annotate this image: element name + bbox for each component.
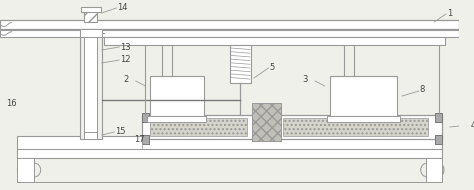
Bar — [143, 115, 442, 139]
Bar — [150, 118, 247, 136]
Bar — [327, 116, 401, 122]
Bar — [143, 113, 149, 122]
Bar — [81, 29, 102, 37]
Text: 3: 3 — [302, 74, 308, 83]
Bar — [84, 29, 97, 139]
Text: 8: 8 — [419, 86, 425, 94]
Text: 5: 5 — [269, 63, 275, 71]
Bar — [84, 132, 97, 139]
Bar — [150, 76, 203, 116]
Text: 4: 4 — [471, 120, 474, 130]
Text: 14: 14 — [117, 3, 128, 13]
Bar — [18, 136, 442, 149]
Bar — [82, 7, 101, 12]
Bar — [81, 29, 102, 139]
Text: 2: 2 — [123, 74, 128, 83]
Text: 12: 12 — [120, 55, 131, 64]
Text: 15: 15 — [115, 127, 126, 136]
Bar — [230, 45, 251, 83]
Bar — [84, 10, 97, 22]
Bar — [435, 113, 442, 122]
Bar — [252, 103, 281, 141]
Text: 17: 17 — [134, 135, 145, 145]
Text: 16: 16 — [6, 98, 17, 108]
Bar — [0, 30, 459, 37]
Text: 1: 1 — [447, 9, 452, 17]
Bar — [426, 158, 442, 182]
Bar — [143, 135, 149, 144]
Bar — [0, 20, 459, 29]
Bar — [18, 148, 442, 158]
Bar — [329, 76, 397, 116]
Bar — [104, 37, 445, 45]
Bar — [147, 116, 207, 122]
Bar — [18, 158, 34, 182]
Text: 13: 13 — [120, 43, 131, 51]
Bar — [283, 118, 428, 136]
Bar — [435, 135, 442, 144]
